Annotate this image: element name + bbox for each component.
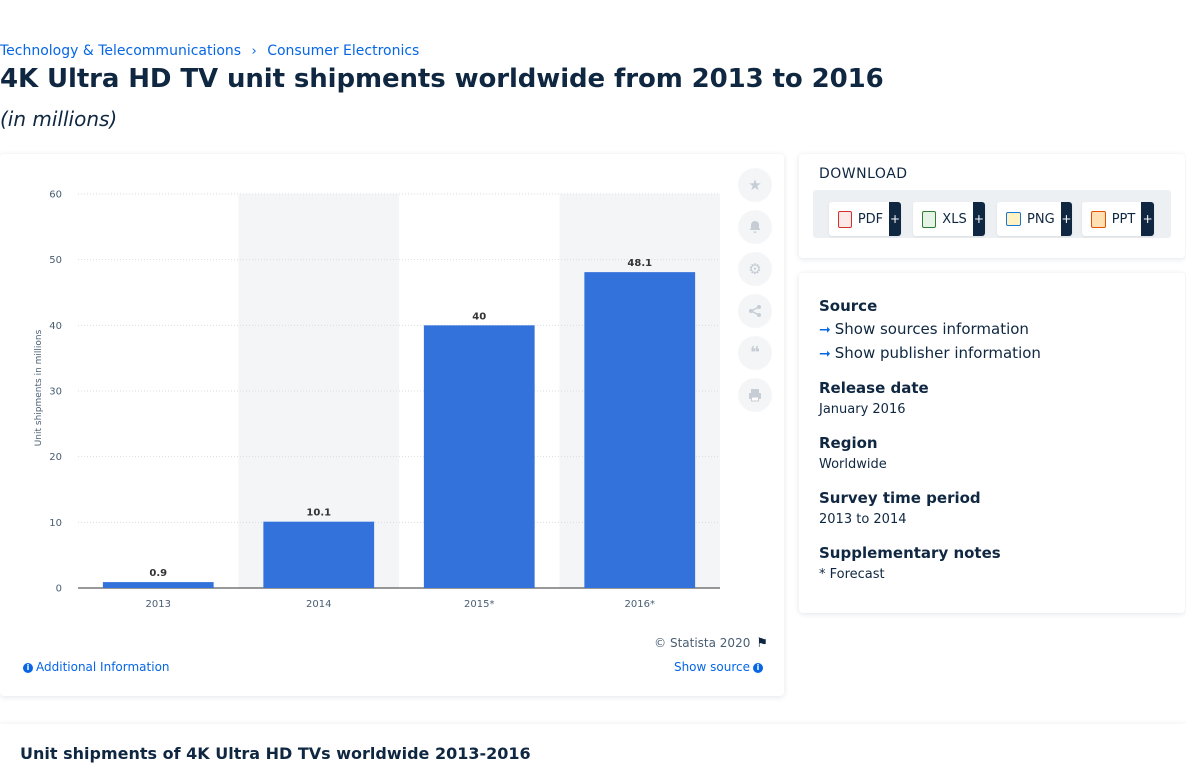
download-ppt-button[interactable]: PPT + [1082, 202, 1154, 236]
share-icon [749, 305, 761, 317]
chart-toolbar: ★ ⚙ ❝ [738, 168, 772, 420]
chart-card: 0 10 20 30 40 50 60 Unit shipments in millions 0… [0, 154, 784, 696]
additional-information-link[interactable]: i Additional Information [20, 660, 170, 674]
breadcrumb-item-consumer-electronics[interactable]: Consumer Electronics [267, 43, 420, 59]
additional-information-label: Additional Information [36, 660, 170, 674]
png-file-icon [1006, 212, 1022, 226]
star-icon: ★ [748, 176, 762, 194]
show-source-label: Show source [673, 660, 750, 674]
xls-plus: + [972, 202, 985, 236]
bar-chart: 0 10 20 30 40 50 60 Unit shipments in millions 0… [34, 190, 720, 610]
survey-period-value: 2013 to 2014 [819, 512, 907, 527]
y-tick-label: 20 [49, 452, 62, 463]
pdf-label: PDF [857, 211, 884, 227]
print-button[interactable] [738, 378, 772, 412]
region-label: Region [819, 434, 878, 452]
download-bar: PDF + XLS + PNG + PPT + [813, 190, 1171, 238]
download-card: DOWNLOAD PDF + XLS + PNG + PPT + [799, 154, 1185, 258]
breadcrumb: Technology & Telecommunications › Consum… [0, 43, 419, 59]
x-tick-label: 2013 [146, 599, 171, 610]
survey-period-label: Survey time period [819, 489, 981, 507]
bell-icon [749, 221, 761, 233]
description-title: Unit shipments of 4K Ultra HD TVs worldw… [20, 744, 531, 763]
bar-2014 [263, 521, 375, 588]
supplementary-notes-label: Supplementary notes [819, 544, 1001, 562]
supplementary-notes-value: * Forecast [819, 567, 885, 582]
png-label: PNG [1027, 211, 1055, 227]
statistic-details-card: Source ➞ Show sources information ➞ Show p… [799, 273, 1185, 613]
download-title: DOWNLOAD [819, 166, 908, 182]
arrow-right-icon: ➞ [819, 346, 831, 362]
flag-icon[interactable]: ⚑ [756, 636, 768, 651]
copyright-text: © Statista 2020 [654, 636, 751, 650]
release-date-value: January 2016 [819, 402, 906, 417]
download-xls-button[interactable]: XLS + [913, 202, 985, 236]
y-tick-label: 0 [56, 584, 62, 595]
xls-label: XLS [942, 211, 967, 227]
region-value: Worldwide [819, 457, 887, 472]
show-publisher-label: Show publisher information [834, 344, 1041, 362]
x-tick-label: 2015* [464, 599, 494, 610]
bar-2016-forecast [584, 272, 696, 588]
share-button[interactable] [738, 294, 772, 328]
download-png-button[interactable]: PNG + [997, 202, 1072, 236]
data-label: 40 [472, 311, 486, 322]
cite-button[interactable]: ❝ [738, 336, 772, 370]
y-tick-label: 50 [49, 255, 62, 266]
data-label: 48.1 [627, 258, 652, 269]
breadcrumb-item-technology[interactable]: Technology & Telecommunications [0, 43, 242, 59]
data-label: 10.1 [306, 508, 331, 519]
page-subtitle: (in millions) [0, 107, 118, 131]
ppt-label: PPT [1111, 211, 1136, 227]
show-sources-label: Show sources information [834, 320, 1029, 338]
y-axis-title: Unit shipments in millions [34, 329, 44, 446]
download-pdf-button[interactable]: PDF + [829, 202, 901, 236]
y-tick-label: 40 [49, 321, 62, 332]
show-publisher-link[interactable]: ➞ Show publisher information [819, 344, 1041, 362]
info-icon: i [753, 662, 763, 673]
page-title: 4K Ultra HD TV unit shipments worldwide … [0, 64, 884, 94]
show-sources-link[interactable]: ➞ Show sources information [819, 320, 1029, 338]
info-icon: i [23, 662, 33, 673]
bar-2013 [102, 582, 214, 588]
xls-file-icon [922, 210, 937, 228]
quote-icon: ❝ [750, 343, 760, 363]
x-tick-label: 2014 [306, 599, 331, 610]
description-card: Unit shipments of 4K Ultra HD TVs worldw… [0, 724, 1186, 784]
bar-2015-forecast [423, 325, 535, 588]
y-tick-label: 10 [49, 518, 62, 529]
release-date-label: Release date [819, 379, 929, 397]
gear-icon: ⚙ [748, 260, 762, 278]
favorite-button[interactable]: ★ [738, 168, 772, 202]
ppt-file-icon [1091, 210, 1106, 228]
print-icon [749, 389, 761, 402]
y-tick-label: 30 [49, 387, 62, 398]
breadcrumb-separator: › [251, 44, 257, 59]
pdf-file-icon [838, 210, 852, 228]
y-tick-label: 60 [49, 190, 62, 201]
arrow-right-icon: ➞ [819, 322, 831, 338]
png-plus: + [1060, 202, 1072, 236]
copyright: © Statista 2020 ⚑ [654, 636, 768, 651]
settings-button[interactable]: ⚙ [738, 252, 772, 286]
pdf-plus: + [889, 202, 901, 236]
source-label: Source [819, 297, 878, 315]
notification-button[interactable] [738, 210, 772, 244]
data-label: 0.9 [149, 568, 167, 579]
ppt-plus: + [1141, 202, 1154, 236]
show-source-link[interactable]: Show source i [674, 660, 766, 674]
x-tick-label: 2016* [625, 599, 655, 610]
